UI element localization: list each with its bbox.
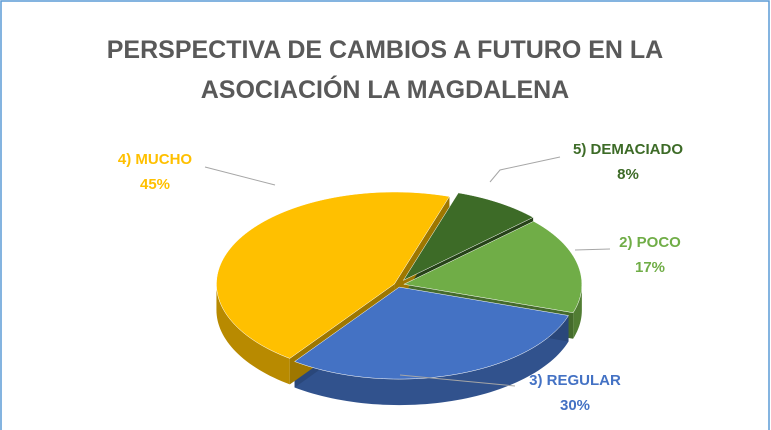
slice-side bbox=[294, 315, 569, 406]
slice bbox=[403, 221, 583, 313]
category-label: 4) MUCHO bbox=[118, 151, 192, 168]
slice-side bbox=[216, 284, 290, 385]
leader-line bbox=[399, 374, 516, 387]
slice-side bbox=[573, 284, 582, 339]
leader-line bbox=[574, 248, 611, 251]
chart-title: PERSPECTIVA DE CAMBIOS A FUTURO EN LA AS… bbox=[106, 36, 664, 104]
leader-line bbox=[204, 166, 276, 186]
value-label: 30% bbox=[560, 397, 590, 414]
category-label: 3) REGULAR bbox=[529, 372, 621, 389]
category-label: 5) DEMACIADO bbox=[573, 141, 683, 158]
slice bbox=[216, 191, 450, 359]
value-label: 45% bbox=[140, 176, 170, 193]
leader-line bbox=[489, 156, 561, 183]
slice bbox=[402, 192, 534, 281]
category-label: 2) POCO bbox=[619, 234, 681, 251]
value-label: 17% bbox=[635, 259, 665, 276]
slice bbox=[294, 286, 569, 380]
value-label: 8% bbox=[617, 166, 639, 183]
